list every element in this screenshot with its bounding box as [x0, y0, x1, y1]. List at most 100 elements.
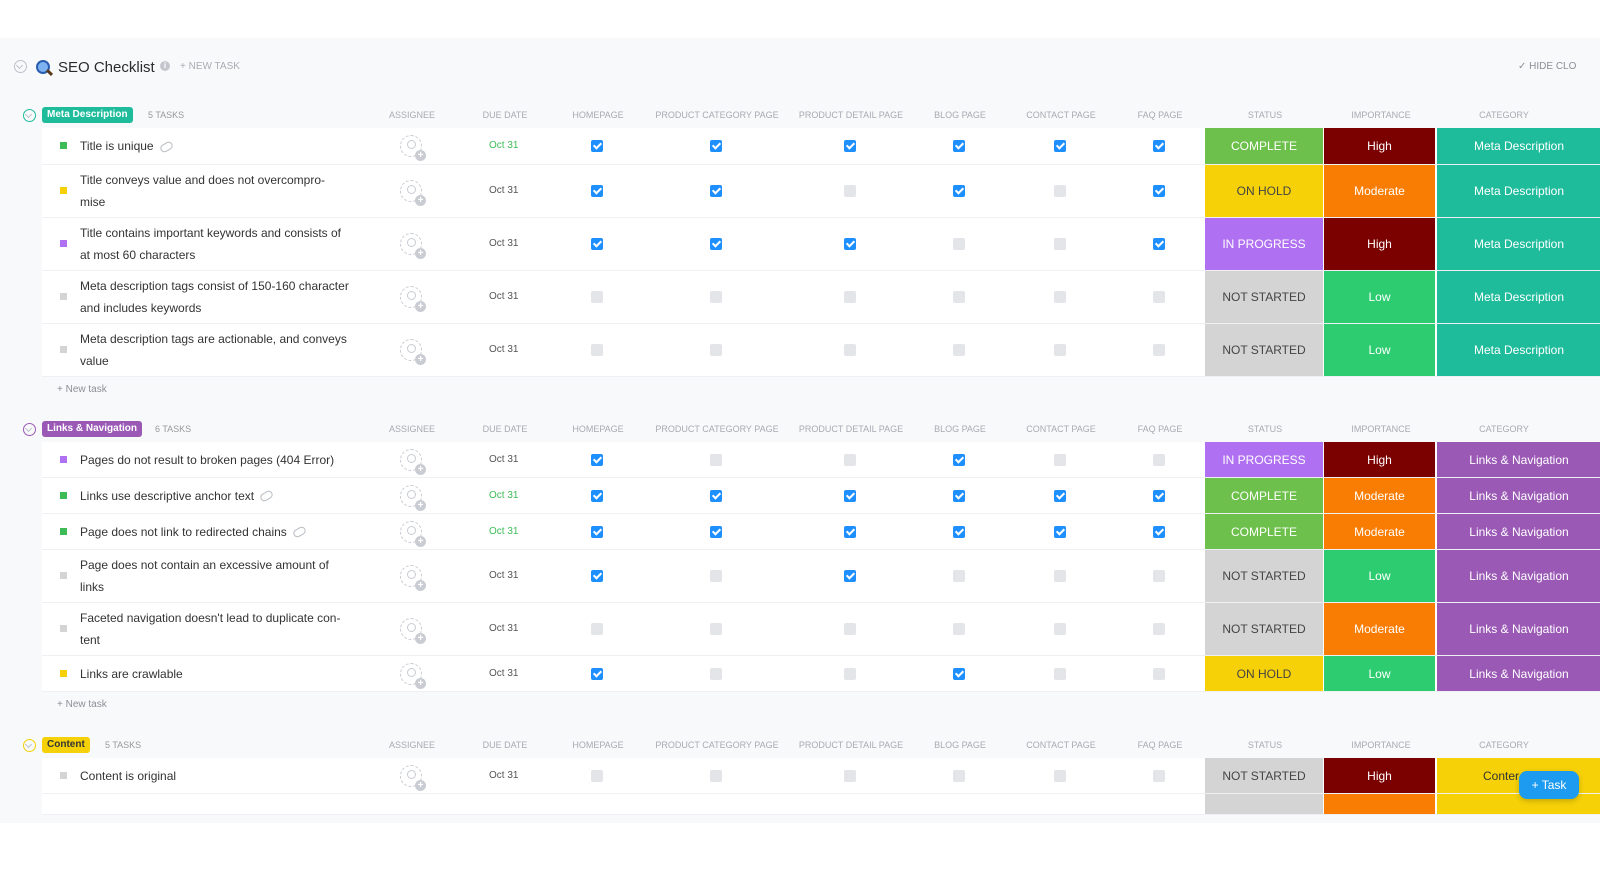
page-checkbox[interactable]	[1153, 185, 1165, 197]
column-header[interactable]: STATUS	[1247, 424, 1283, 434]
status-cell[interactable]: NOT STARTED	[1205, 271, 1323, 323]
importance-cell[interactable]: Low	[1324, 550, 1435, 602]
importance-cell[interactable]: Moderate	[1324, 165, 1435, 217]
assignee-avatar[interactable]	[400, 233, 426, 259]
column-header[interactable]: CATEGORY	[1479, 424, 1529, 434]
page-checkbox[interactable]	[710, 344, 722, 356]
page-checkbox[interactable]	[953, 667, 965, 680]
due-date[interactable]: Oct 31	[489, 570, 519, 581]
status-cell[interactable]: NOT STARTED	[1205, 758, 1323, 793]
column-header[interactable]: CONTACT PAGE	[1026, 424, 1096, 434]
add-task-link[interactable]: + New task	[57, 384, 107, 395]
category-cell[interactable]: Meta Description	[1437, 165, 1600, 217]
column-header[interactable]: IMPORTANCE	[1351, 740, 1411, 750]
task-name[interactable]: Page does not link to redirected chains	[80, 521, 365, 543]
info-icon[interactable]: i	[160, 61, 170, 71]
page-checkbox[interactable]	[591, 623, 603, 635]
page-checkbox[interactable]	[844, 238, 856, 250]
importance-cell[interactable]: High	[1324, 128, 1435, 164]
page-checkbox[interactable]	[1153, 291, 1165, 303]
hide-closed-button[interactable]: ✓ HIDE CLO	[1518, 61, 1577, 72]
page-checkbox[interactable]	[710, 489, 722, 502]
page-checkbox[interactable]	[844, 667, 856, 680]
attachment-icon[interactable]	[291, 525, 307, 540]
status-cell[interactable]: NOT STARTED	[1205, 550, 1323, 602]
importance-cell[interactable]: Low	[1324, 656, 1435, 691]
page-checkbox[interactable]	[591, 238, 603, 250]
column-header[interactable]: PRODUCT CATEGORY PAGE	[655, 740, 779, 750]
page-checkbox[interactable]	[1153, 489, 1165, 502]
task-row[interactable]: Meta description tags consist of 150-160…	[42, 271, 1600, 324]
page-checkbox[interactable]	[591, 525, 603, 538]
importance-cell[interactable]: Low	[1324, 324, 1435, 376]
column-header[interactable]: FAQ PAGE	[1137, 110, 1183, 120]
due-date[interactable]: Oct 31	[489, 667, 519, 679]
assignee-avatar[interactable]	[400, 520, 426, 547]
assignee-avatar[interactable]	[400, 618, 426, 644]
status-cell[interactable]	[1205, 794, 1323, 814]
column-header[interactable]: FAQ PAGE	[1137, 740, 1183, 750]
task-name[interactable]: Meta description tags are actionable, an…	[80, 328, 365, 372]
page-checkbox[interactable]	[844, 291, 856, 303]
task-row[interactable]: Title conveys value and does not overcom…	[42, 165, 1600, 218]
importance-cell[interactable]: Moderate	[1324, 603, 1435, 655]
page-checkbox[interactable]	[844, 453, 856, 466]
page-checkbox[interactable]	[844, 623, 856, 635]
task-row[interactable]: Page does not link to redirected chains O…	[42, 514, 1600, 550]
task-name[interactable]: Links are crawlable	[80, 663, 365, 685]
due-date[interactable]: Oct 31	[489, 185, 519, 196]
page-checkbox[interactable]	[591, 667, 603, 680]
column-header[interactable]: PRODUCT CATEGORY PAGE	[655, 110, 779, 120]
assignee-avatar[interactable]	[400, 565, 426, 591]
task-row[interactable]: Faceted navigation doesn't lead to dupli…	[42, 603, 1600, 656]
page-checkbox[interactable]	[710, 623, 722, 635]
importance-cell[interactable]: High	[1324, 442, 1435, 477]
category-cell[interactable]: Links & Navigation	[1437, 656, 1600, 691]
page-checkbox[interactable]	[1054, 623, 1066, 635]
attachment-icon[interactable]	[158, 140, 174, 154]
group-tag[interactable]: Content	[42, 737, 90, 753]
new-task-button[interactable]: + NEW TASK	[180, 61, 240, 72]
page-checkbox[interactable]	[1054, 291, 1066, 303]
page-checkbox[interactable]	[1054, 489, 1066, 502]
due-date[interactable]: Oct 31	[489, 238, 519, 249]
task-row[interactable]: Links use descriptive anchor text Oct 31 C…	[42, 478, 1600, 514]
page-checkbox[interactable]	[591, 489, 603, 502]
assignee-avatar[interactable]	[400, 286, 426, 312]
page-checkbox[interactable]	[1054, 140, 1066, 152]
assignee-avatar[interactable]	[400, 135, 426, 161]
page-checkbox[interactable]	[953, 344, 965, 356]
column-header[interactable]: CATEGORY	[1479, 740, 1529, 750]
page-checkbox[interactable]	[844, 344, 856, 356]
page-checkbox[interactable]	[1054, 667, 1066, 680]
category-cell[interactable]: Links & Navigation	[1437, 514, 1600, 549]
page-checkbox[interactable]	[1054, 525, 1066, 538]
add-task-link[interactable]: + New task	[57, 699, 107, 710]
page-checkbox[interactable]	[710, 291, 722, 303]
column-header[interactable]: IMPORTANCE	[1351, 110, 1411, 120]
page-checkbox[interactable]	[1153, 769, 1165, 782]
due-date[interactable]: Oct 31	[489, 291, 519, 302]
column-header[interactable]: STATUS	[1247, 110, 1283, 120]
category-cell[interactable]: Links & Navigation	[1437, 478, 1600, 513]
column-header[interactable]: FAQ PAGE	[1137, 424, 1183, 434]
status-cell[interactable]: IN PROGRESS	[1205, 218, 1323, 270]
page-checkbox[interactable]	[844, 525, 856, 538]
page-checkbox[interactable]	[953, 769, 965, 782]
task-row[interactable]: Pages do not result to broken pages (404…	[42, 442, 1600, 478]
category-cell[interactable]: Meta Description	[1437, 128, 1600, 164]
add-task-fab[interactable]: + Task	[1519, 771, 1579, 799]
column-header[interactable]: DUE DATE	[482, 110, 528, 120]
due-date[interactable]: Oct 31	[489, 769, 519, 781]
column-header[interactable]: ASSIGNEE	[388, 424, 436, 434]
column-header[interactable]: HOMEPAGE	[572, 740, 624, 750]
importance-cell[interactable]: High	[1324, 758, 1435, 793]
page-checkbox[interactable]	[953, 140, 965, 152]
status-cell[interactable]: ON HOLD	[1205, 165, 1323, 217]
page-checkbox[interactable]	[710, 453, 722, 466]
page-checkbox[interactable]	[591, 185, 603, 197]
page-checkbox[interactable]	[844, 185, 856, 197]
task-name[interactable]: Page does not contain an excessive amoun…	[80, 554, 365, 598]
column-header[interactable]: HOMEPAGE	[572, 424, 624, 434]
page-checkbox[interactable]	[1153, 667, 1165, 680]
